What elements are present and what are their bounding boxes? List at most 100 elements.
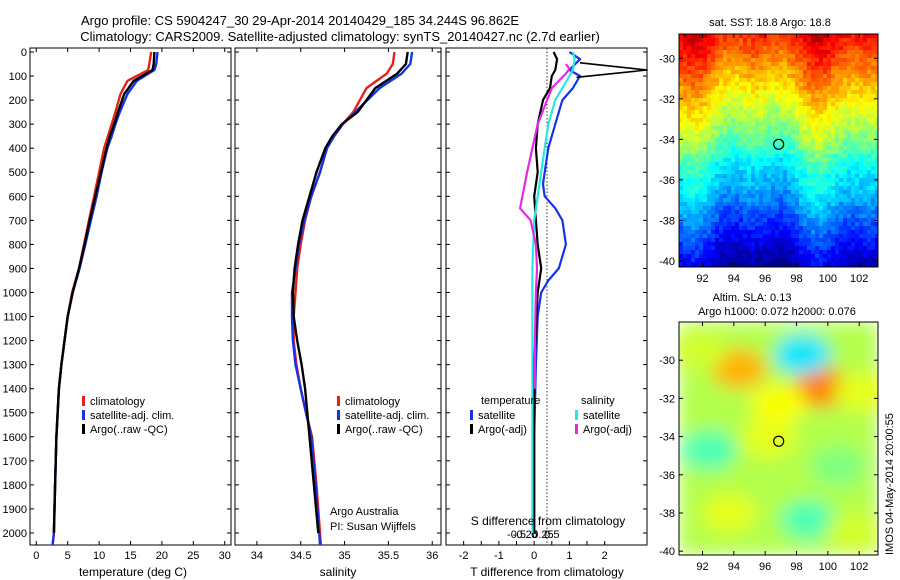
t-diff-tick-label: 1 — [566, 550, 572, 562]
depth-tick-label: 1900 — [3, 504, 27, 516]
legend-label: satellite-adj. clim. — [345, 410, 429, 422]
depth-tick-label: 400 — [9, 143, 27, 155]
s-diff-tick-label: 0.5 — [544, 529, 559, 541]
sla-heatmap — [679, 322, 878, 555]
legend-swatch — [575, 424, 578, 434]
salinity-tick-label: 34.5 — [290, 550, 311, 562]
salinity-tick-label: 35 — [338, 550, 350, 562]
title-line-2: Climatology: CARS2009. Satellite-adjuste… — [80, 29, 600, 44]
temperature-line-argo — [52, 51, 156, 534]
legend-swatch — [575, 410, 578, 420]
depth-tick-label: 1200 — [3, 336, 27, 348]
depth-tick-label: 800 — [9, 239, 27, 251]
t-diff-tick-label: -1 — [494, 550, 504, 562]
lat-tick-label: -38 — [659, 508, 675, 520]
depth-tick-label: 500 — [9, 167, 27, 179]
lat-tick-label: -34 — [659, 432, 675, 444]
temperature-tick-label: 5 — [65, 550, 71, 562]
lon-tick-label: 96 — [759, 273, 771, 285]
lon-tick-label: 92 — [696, 561, 708, 573]
legend-label: satellite-adj. clim. — [90, 410, 174, 422]
lon-tick-label: 96 — [759, 561, 771, 573]
depth-ticks: 0 100 200 300 400 500 600 700 800 900 1000 1100 1200… — [3, 47, 231, 540]
sst-map-ticks: 92 94 96 98 100 102 -30 -32 -34 -36 -38 -40 — [659, 34, 878, 285]
difference-legend: temperature salinity satellite Argo(-adj) sa… — [470, 395, 632, 436]
depth-tick-label: 1600 — [3, 432, 27, 444]
lon-tick-label: 98 — [790, 561, 802, 573]
lon-tick-label: 102 — [850, 273, 868, 285]
legend-swatch — [470, 424, 473, 434]
sst-map-box — [678, 33, 879, 268]
temperature-tick-label: 20 — [156, 550, 168, 562]
temperature-tick-label: 10 — [93, 550, 105, 562]
sst-map-panel: sat. SST: 18.8 Argo: 18.8 92 94 96 98 100 102… — [659, 17, 879, 285]
lat-tick-label: -36 — [659, 175, 675, 187]
lat-tick-label: -34 — [659, 134, 675, 146]
legend-swatch — [337, 396, 340, 406]
depth-tick-label: 1000 — [3, 287, 27, 299]
legend-label: climatology — [345, 396, 401, 408]
diff-line-temperature-argo — [533, 51, 559, 533]
argo-position-marker — [773, 138, 785, 150]
temperature-series — [51, 51, 159, 546]
salinity-ticks: 34 34.5 35 35.5 36 — [251, 48, 438, 562]
salinity-line-climatology — [292, 51, 396, 546]
t-diff-tick-label: -2 — [459, 550, 469, 562]
sla-map-panel: Altim. SLA: 0.13 Argo h1000: 0.072 h2000… — [659, 292, 896, 573]
difference-axes-box — [445, 47, 648, 546]
salinity-tick-label: 34 — [251, 550, 263, 562]
lon-tick-label: 100 — [819, 273, 837, 285]
argo-position-marker-sla — [773, 435, 785, 447]
lon-tick-label: 100 — [819, 561, 837, 573]
salinity-line-satellite — [290, 51, 414, 546]
lat-tick-label: -32 — [659, 94, 675, 106]
lat-tick-label: -38 — [659, 215, 675, 227]
depth-tick-label: 1300 — [3, 360, 27, 372]
temperature-ticks: 0 5 10 15 20 25 30 — [33, 48, 231, 562]
argo-org-label: Argo Australia — [330, 506, 399, 518]
t-diff-tick-label: 0 — [531, 550, 537, 562]
temperature-axes-box — [29, 47, 232, 546]
legend-label: Argo(-adj) — [583, 424, 632, 436]
difference-depth-ticks — [446, 51, 647, 534]
lat-tick-label: -40 — [659, 546, 675, 558]
temperature-tick-label: 25 — [187, 550, 199, 562]
diff-line-salinity-satellite — [531, 51, 576, 533]
lat-tick-label: -30 — [659, 355, 675, 367]
temperature-tick-label: 30 — [219, 550, 231, 562]
depth-tick-label: 1500 — [3, 408, 27, 420]
sla-map-box — [678, 321, 879, 556]
salinity-axes-box — [234, 47, 442, 546]
lon-tick-label: 94 — [728, 273, 740, 285]
salinity-xlabel: salinity — [320, 565, 357, 579]
diff-line-temperature-satellite — [533, 51, 582, 533]
legend-swatch — [470, 410, 473, 420]
diff-line-salinity-argo — [518, 63, 571, 389]
salinity-tick-label: 35.5 — [378, 550, 399, 562]
salinity-depth-ticks — [235, 51, 441, 534]
lon-tick-label: 94 — [728, 561, 740, 573]
legend-label: Argo(..raw -QC) — [90, 424, 168, 436]
temperature-line-climatology — [51, 51, 153, 546]
depth-tick-label: 600 — [9, 191, 27, 203]
salinity-tick-label: 36 — [426, 550, 438, 562]
depth-tick-label: 900 — [9, 263, 27, 275]
s-diff-tick-label: -0.5 — [507, 529, 526, 541]
lon-tick-label: 92 — [696, 273, 708, 285]
legend-swatch — [82, 424, 85, 434]
sst-heatmap — [679, 34, 878, 267]
temperature-legend: climatology satellite-adj. clim. Argo(..ra… — [82, 396, 174, 436]
lon-tick-label: 102 — [850, 561, 868, 573]
depth-tick-label: 2000 — [3, 528, 27, 540]
difference-series — [518, 51, 648, 533]
depth-tick-label: 0 — [21, 47, 27, 59]
depth-tick-label: 1800 — [3, 480, 27, 492]
depth-tick-label: 1400 — [3, 384, 27, 396]
t-diff-tick-label: 2 — [602, 550, 608, 562]
sla-map-title-2: Argo h1000: 0.072 h2000: 0.076 — [698, 306, 856, 318]
sla-map-ticks: 92 94 96 98 100 102 -30 -32 -34 -36 -38 -40 — [659, 322, 878, 573]
salinity-panel: 34 34.5 35 35.5 36 salinity climatology satel… — [234, 47, 442, 579]
lat-tick-label: -32 — [659, 393, 675, 405]
